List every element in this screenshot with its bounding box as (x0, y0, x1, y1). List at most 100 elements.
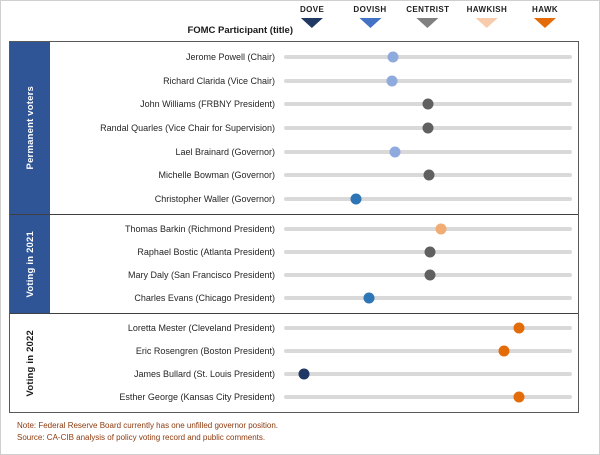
track-line (284, 196, 572, 201)
triangle-marker-icon (301, 18, 324, 28)
participant-name: Michelle Bowman (Governor) (158, 170, 275, 181)
stance-dot-dovish (350, 193, 362, 205)
stance-scale-legend: DOVE DOVISH CENTRIST HAWKISH HAWK (283, 5, 571, 39)
stance-track (284, 74, 572, 87)
stance-track (284, 145, 572, 158)
participant-row: Randal Quarles (Vice Chair for Supervisi… (50, 121, 578, 134)
section-rows: Jerome Powell (Chair) Richard Clarida (Vi… (50, 42, 578, 214)
stance-track (284, 223, 572, 236)
scale-marker-label: HAWK (532, 5, 559, 14)
note-line: Note: Federal Reserve Board currently ha… (17, 421, 279, 430)
stance-track (284, 368, 572, 381)
stance-track (284, 169, 572, 182)
stance-track (284, 391, 572, 404)
chart-plot-area: Permanent voters Jerome Powell (Chair) Ric… (9, 41, 579, 413)
participant-row: Loretta Mester (Cleveland President) (50, 322, 578, 335)
track-line (284, 326, 572, 331)
stance-dot-lean-dovish (387, 51, 399, 63)
participant-row: Esther George (Kansas City President) (50, 391, 578, 404)
section-label: Permanent voters (24, 86, 36, 170)
triangle-marker-icon (416, 18, 439, 28)
stance-dot-lean-dovish (389, 146, 401, 158)
scale-marker-label: CENTRIST (406, 5, 450, 14)
section-label-cell: Voting in 2022 (10, 313, 50, 413)
participant-name: Raphael Bostic (Atlanta President) (137, 247, 275, 258)
triangle-marker-icon (358, 18, 381, 28)
stance-track (284, 269, 572, 282)
participant-column-label: FOMC Participant (title) (187, 25, 293, 36)
stance-dot-hawk (513, 322, 525, 334)
participant-name: Esther George (Kansas City President) (119, 392, 275, 403)
stance-dot-centrist (422, 98, 434, 110)
stance-track (284, 246, 572, 259)
participant-name: Christopher Waller (Governor) (154, 193, 275, 204)
participant-name: Jerome Powell (Chair) (185, 51, 275, 62)
participant-row: Eric Rosengren (Boston President) (50, 345, 578, 358)
section-permanent-voters: Permanent voters Jerome Powell (Chair) Ric… (10, 42, 578, 214)
footnotes: Note: Federal Reserve Board currently ha… (17, 420, 278, 445)
participant-name: John Williams (FRBNY President) (140, 99, 275, 110)
track-line (284, 54, 572, 59)
stance-track (284, 292, 572, 305)
triangle-marker-icon (534, 18, 557, 28)
scale-marker-label: DOVE (299, 5, 325, 14)
section-label-cell: Voting in 2021 (10, 214, 50, 313)
section-rows: Loretta Mester (Cleveland President) Eric… (50, 314, 578, 412)
stance-track (284, 121, 572, 134)
track-line (284, 372, 572, 377)
source-line: Source: CA-CIB analysis of policy voting… (17, 433, 266, 443)
stance-dot-hawk (498, 345, 510, 357)
section-voting-in-2022: Voting in 2022 Loretta Mester (Cleveland … (10, 312, 578, 413)
participant-name: Richard Clarida (Vice Chair) (163, 75, 275, 86)
participant-row: Thomas Barkin (Richmond President) (50, 223, 578, 236)
participant-name: Randal Quarles (Vice Chair for Supervisi… (100, 122, 275, 133)
stance-dot-centrist (424, 269, 436, 281)
stance-track (284, 50, 572, 63)
scale-marker-label: DOVISH (353, 5, 387, 14)
track-line (284, 149, 572, 154)
participant-row: Christopher Waller (Governor) (50, 192, 578, 205)
participant-row: Jerome Powell (Chair) (50, 50, 578, 63)
scale-marker-centrist: CENTRIST (406, 5, 449, 28)
stance-dot-lean-hawkish (435, 223, 447, 235)
stance-dot-centrist (422, 122, 434, 134)
stance-dot-centrist (424, 246, 436, 258)
participant-row: Charles Evans (Chicago President) (50, 292, 578, 305)
participant-row: Richard Clarida (Vice Chair) (50, 74, 578, 87)
stance-track (284, 345, 572, 358)
participant-name: Charles Evans (Chicago President) (134, 293, 275, 304)
participant-name: James Bullard (St. Louis President) (133, 369, 275, 380)
stance-dot-dove (298, 368, 310, 380)
participant-name: Thomas Barkin (Richmond President) (124, 224, 275, 235)
stance-dot-hawk (513, 391, 525, 403)
stance-dot-lean-dovish (386, 75, 398, 86)
scale-marker-hawkish: HAWKISH (467, 5, 508, 28)
track-line (284, 395, 572, 400)
scale-marker-dove: DOVE (300, 5, 324, 28)
stance-track (284, 98, 572, 111)
scale-marker-label: HAWKISH (466, 5, 508, 14)
stance-dot-dovish (363, 292, 375, 304)
section-label: Voting in 2021 (24, 230, 36, 298)
section-label: Voting in 2022 (24, 329, 36, 397)
participant-name: Lael Brainard (Governor) (175, 146, 275, 157)
participant-name: Mary Daly (San Francisco President) (127, 270, 275, 281)
track-line (284, 296, 572, 301)
participant-row: John Williams (FRBNY President) (50, 98, 578, 111)
participant-name: Eric Rosengren (Boston President) (135, 346, 275, 357)
scale-marker-dovish: DOVISH (353, 5, 386, 28)
participant-row: Michelle Bowman (Governor) (50, 169, 578, 182)
track-line (284, 349, 572, 354)
participant-row: James Bullard (St. Louis President) (50, 368, 578, 381)
participant-row: Lael Brainard (Governor) (50, 145, 578, 158)
stance-dot-centrist (423, 169, 435, 181)
stance-track (284, 192, 572, 205)
section-label-cell: Permanent voters (10, 42, 50, 214)
stance-track (284, 322, 572, 335)
section-rows: Thomas Barkin (Richmond President) Raphae… (50, 215, 578, 313)
section-voting-in-2021: Voting in 2021 Thomas Barkin (Richmond Pr… (10, 213, 578, 313)
participant-row: Mary Daly (San Francisco President) (50, 269, 578, 282)
scale-marker-hawk: HAWK (532, 5, 558, 28)
track-line (284, 227, 572, 232)
